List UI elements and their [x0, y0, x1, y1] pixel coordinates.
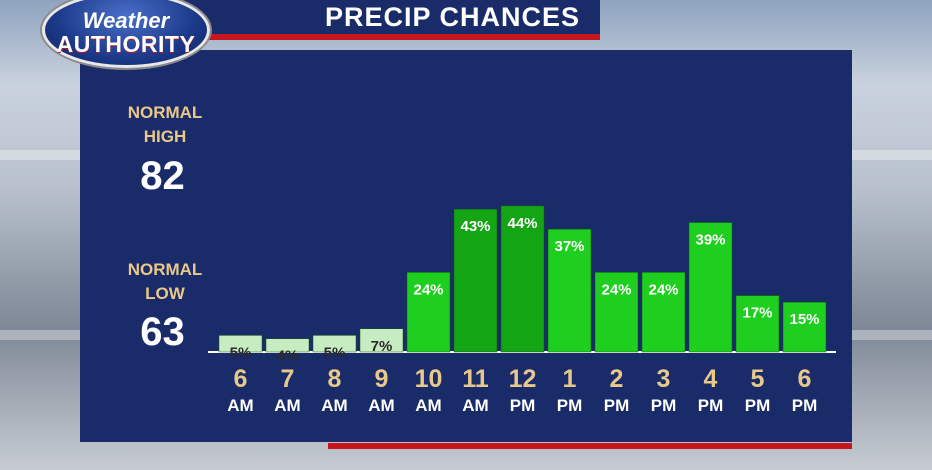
normal-high-label-line2: HIGH — [143, 127, 187, 146]
bar-value-label-4: 24% — [413, 281, 443, 298]
x-tick-period-12: PM — [792, 396, 818, 415]
bar-10 — [688, 222, 733, 353]
x-tick-hour-5: 11 — [462, 365, 489, 393]
normal-high-label: NORMAL HIGH — [110, 101, 220, 149]
bar-0 — [218, 335, 263, 353]
normal-low-value: 63 — [140, 310, 185, 354]
bar-3 — [359, 328, 404, 353]
bar-8 — [594, 272, 639, 353]
x-tick-hour-8: 2 — [610, 365, 624, 393]
bar-value-label-6: 44% — [507, 215, 537, 232]
x-tick-period-3: AM — [368, 396, 394, 415]
x-tick-period-0: AM — [227, 396, 253, 415]
bar-value-label-3: 7% — [371, 338, 393, 355]
normal-high-value: 82 — [140, 154, 185, 198]
page-title: PRECIP CHANCES — [324, 1, 580, 32]
bar-value-label-0: 5% — [230, 344, 252, 361]
bar-4 — [406, 272, 451, 353]
x-tick-hour-2: 8 — [328, 365, 342, 393]
x-tick-hour-1: 7 — [281, 365, 295, 393]
normal-low-label: NORMAL LOW — [110, 258, 220, 306]
x-tick-hour-6: 12 — [509, 365, 537, 393]
x-tick-period-9: PM — [651, 396, 677, 415]
x-tick-period-7: PM — [557, 396, 583, 415]
x-tick-period-6: PM — [510, 396, 536, 415]
normal-low-label-line2: LOW — [145, 284, 185, 303]
x-tick-hour-10: 4 — [704, 365, 718, 393]
title-bar: PRECIP CHANCES — [160, 0, 600, 40]
normal-high-label-line1: NORMAL — [127, 103, 203, 122]
x-tick-hour-0: 6 — [234, 365, 248, 393]
x-tick-hour-12: 6 — [798, 365, 812, 393]
normal-low-label-line1: NORMAL — [127, 260, 203, 279]
bar-value-label-2: 5% — [324, 344, 346, 361]
bar-9 — [641, 272, 686, 353]
x-tick-hour-11: 5 — [751, 365, 765, 393]
weather-authority-logo: Weather AUTHORITY — [42, 0, 210, 68]
bar-5 — [453, 208, 498, 353]
bar-value-label-11: 17% — [742, 305, 772, 322]
x-tick-hour-9: 3 — [657, 365, 671, 393]
bar-12 — [782, 301, 827, 353]
x-tick-period-2: AM — [321, 396, 347, 415]
bar-11 — [735, 295, 780, 353]
bar-1 — [265, 338, 310, 353]
x-tick-hour-7: 1 — [563, 365, 577, 393]
x-tick-hour-4: 10 — [415, 365, 443, 393]
bar-value-label-12: 15% — [789, 311, 819, 328]
bar-7 — [547, 228, 592, 353]
bar-value-label-1: 4% — [277, 348, 299, 365]
bar-value-label-7: 37% — [554, 238, 584, 255]
x-tick-period-4: AM — [415, 396, 441, 415]
bar-value-label-9: 24% — [648, 281, 678, 298]
bar-6 — [500, 205, 545, 353]
x-tick-hour-3: 9 — [375, 365, 389, 393]
bar-value-label-8: 24% — [601, 281, 631, 298]
logo-text-bottom: AUTHORITY — [56, 31, 196, 57]
bar-value-label-10: 39% — [695, 232, 725, 249]
bar-value-label-5: 43% — [460, 218, 490, 235]
x-tick-period-5: AM — [462, 396, 488, 415]
x-tick-period-11: PM — [745, 396, 771, 415]
accent-bar — [328, 443, 852, 449]
x-tick-period-8: PM — [604, 396, 630, 415]
x-tick-period-10: PM — [698, 396, 724, 415]
x-tick-period-1: AM — [274, 396, 300, 415]
bar-2 — [312, 335, 357, 353]
logo-text-top: Weather — [82, 8, 170, 33]
